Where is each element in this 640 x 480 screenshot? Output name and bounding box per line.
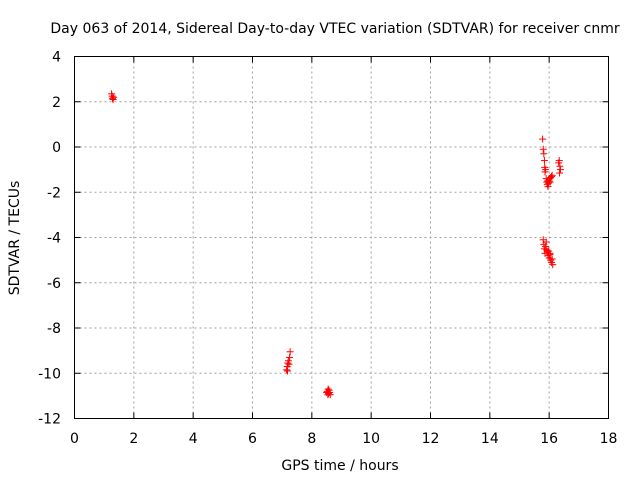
- y-tick-label: -8: [47, 321, 61, 337]
- data-point: [548, 171, 556, 179]
- data-point: [556, 166, 564, 174]
- y-tick-label: -12: [38, 412, 61, 428]
- y-tick-label: -2: [47, 185, 61, 201]
- data-point: [556, 169, 564, 177]
- x-tick-label: 14: [481, 431, 499, 447]
- data-point: [108, 94, 116, 102]
- y-axis-label: SDTVAR / TECUs: [7, 181, 23, 296]
- data-point: [324, 385, 332, 393]
- y-tick-label: 2: [52, 95, 61, 111]
- data-point: [539, 145, 547, 153]
- data-point: [283, 366, 291, 374]
- x-tick-label: 16: [540, 431, 558, 447]
- x-tick-labels: 0 2 4 6 8 10 12 14 16 18: [70, 431, 617, 447]
- y-tick-labels: 4 2 0 -2 -4 -6 -8 -10 -12: [38, 50, 61, 428]
- y-tick-label: -4: [47, 231, 61, 247]
- y-tick-label: 0: [52, 140, 61, 156]
- data-point: [326, 391, 334, 399]
- data-point: [555, 157, 563, 165]
- x-tick-label: 8: [307, 431, 316, 447]
- data-point: [548, 172, 556, 180]
- data-point: [556, 162, 564, 170]
- data-point: [286, 348, 294, 356]
- data-point: [539, 135, 547, 143]
- x-tick-label: 2: [129, 431, 138, 447]
- data-point: [284, 357, 292, 365]
- grid-lines: [74, 56, 609, 419]
- data-point: [285, 360, 293, 368]
- data-point: [540, 157, 548, 165]
- data-point: [542, 238, 550, 246]
- chart-title: Day 063 of 2014, Sidereal Day-to-day VTE…: [50, 21, 619, 37]
- x-tick-label: 6: [248, 431, 257, 447]
- data-point: [542, 243, 550, 251]
- data-point: [546, 249, 554, 257]
- x-axis-label: GPS time / hours: [281, 458, 398, 474]
- y-tick-label: -6: [47, 276, 61, 292]
- data-point: [110, 93, 118, 101]
- x-tick-label: 12: [422, 431, 440, 447]
- x-tick-label: 18: [600, 431, 618, 447]
- data-point: [542, 166, 550, 174]
- y-tick-label: 4: [52, 50, 61, 66]
- y-tick-label: -10: [38, 366, 61, 382]
- data-point: [540, 150, 548, 158]
- data-points: [108, 90, 564, 399]
- data-point: [548, 255, 556, 263]
- data-point: [549, 261, 557, 269]
- plot-frame: [74, 56, 609, 419]
- data-point: [286, 353, 294, 361]
- data-point: [284, 367, 292, 375]
- x-tick-label: 0: [70, 431, 79, 447]
- data-point: [546, 178, 554, 186]
- x-tick-label: 10: [362, 431, 380, 447]
- x-tick-label: 4: [189, 431, 198, 447]
